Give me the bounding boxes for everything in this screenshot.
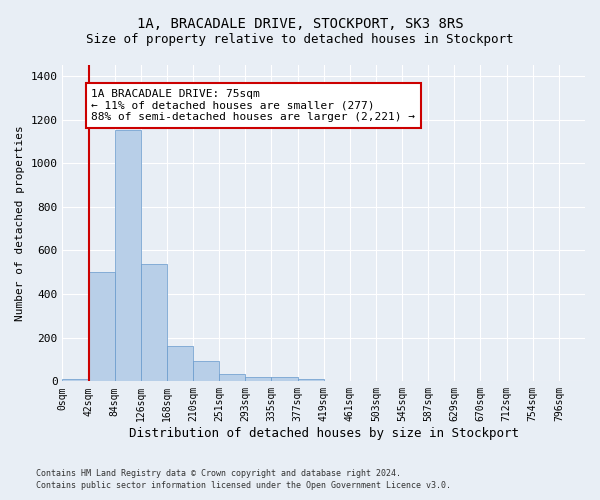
Bar — [298, 378, 324, 382]
Bar — [271, 378, 298, 382]
Text: 1A, BRACADALE DRIVE, STOCKPORT, SK3 8RS: 1A, BRACADALE DRIVE, STOCKPORT, SK3 8RS — [137, 18, 463, 32]
Text: Contains public sector information licensed under the Open Government Licence v3: Contains public sector information licen… — [36, 481, 451, 490]
Bar — [219, 374, 245, 382]
Bar — [115, 130, 141, 382]
Bar — [89, 272, 115, 382]
Bar — [167, 346, 193, 382]
X-axis label: Distribution of detached houses by size in Stockport: Distribution of detached houses by size … — [129, 427, 519, 440]
Y-axis label: Number of detached properties: Number of detached properties — [15, 126, 25, 321]
Bar — [193, 360, 219, 382]
Text: 1A BRACADALE DRIVE: 75sqm
← 11% of detached houses are smaller (277)
88% of semi: 1A BRACADALE DRIVE: 75sqm ← 11% of detac… — [91, 89, 415, 122]
Bar — [141, 264, 167, 382]
Bar — [245, 376, 271, 382]
Text: Size of property relative to detached houses in Stockport: Size of property relative to detached ho… — [86, 32, 514, 46]
Bar — [62, 379, 89, 382]
Text: Contains HM Land Registry data © Crown copyright and database right 2024.: Contains HM Land Registry data © Crown c… — [36, 468, 401, 477]
